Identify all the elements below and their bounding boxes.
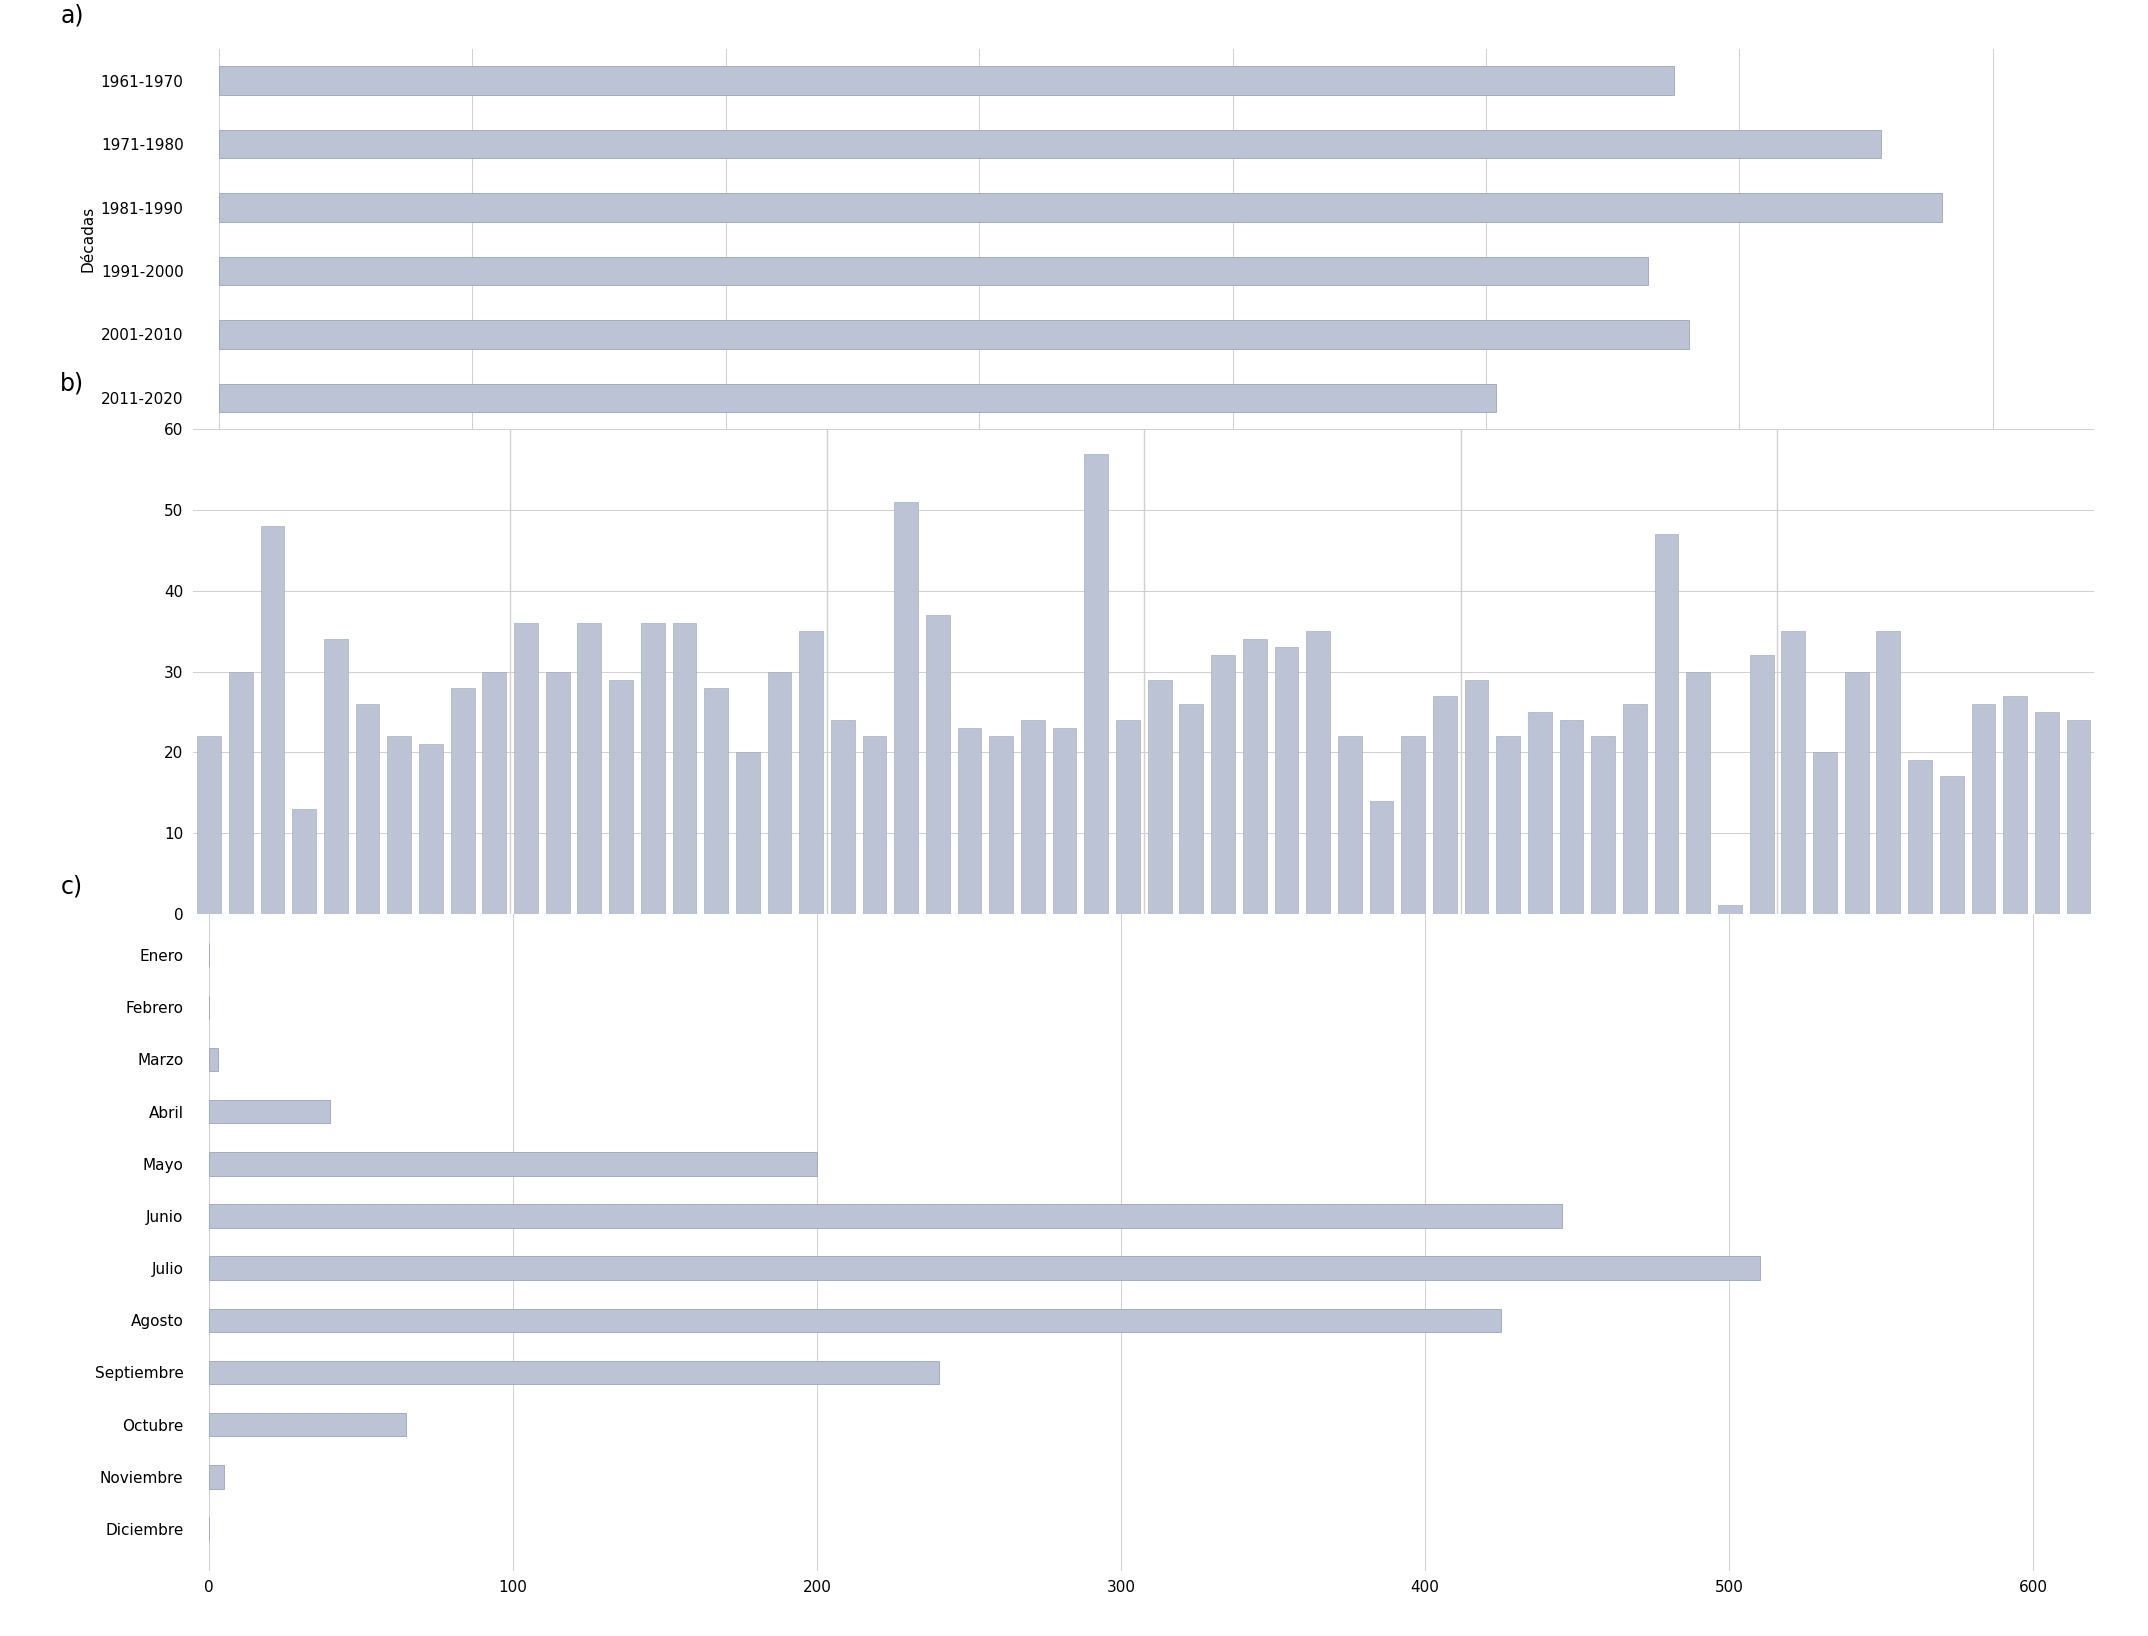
Text: 1961-1970: 1961-1970: [309, 995, 393, 1009]
Bar: [1020, 720, 1044, 913]
Bar: [767, 671, 790, 913]
Bar: [990, 736, 1014, 913]
Text: 1981-1990: 1981-1990: [943, 995, 1027, 1009]
Bar: [2034, 712, 2058, 913]
Bar: [1400, 736, 1424, 913]
Bar: [208, 1256, 1759, 1279]
Bar: [208, 1361, 939, 1384]
Bar: [958, 728, 982, 913]
Bar: [1718, 905, 1742, 913]
Text: 2001-2010: 2001-2010: [1579, 995, 1660, 1009]
Text: b): b): [60, 371, 84, 396]
Bar: [578, 623, 601, 913]
Bar: [219, 129, 1882, 159]
Bar: [546, 671, 569, 913]
Bar: [1592, 736, 1615, 913]
Bar: [1751, 656, 1774, 913]
Bar: [198, 736, 221, 913]
Bar: [208, 1414, 406, 1436]
Bar: [219, 193, 1942, 222]
Y-axis label: Décadas: Décadas: [79, 206, 95, 272]
Text: 2011-2020: 2011-2020: [1895, 995, 1976, 1009]
Bar: [292, 808, 316, 913]
Bar: [1654, 535, 1678, 913]
Bar: [1497, 736, 1521, 913]
Bar: [1877, 631, 1901, 913]
Bar: [483, 671, 507, 913]
Bar: [324, 640, 348, 913]
Bar: [1274, 648, 1297, 913]
Bar: [208, 1047, 217, 1072]
Bar: [219, 257, 1648, 285]
Bar: [2004, 695, 2028, 913]
Bar: [230, 671, 253, 913]
Bar: [1085, 453, 1108, 913]
Bar: [1433, 695, 1456, 913]
Bar: [387, 736, 410, 913]
Bar: [672, 623, 696, 913]
Bar: [513, 623, 537, 913]
Bar: [1053, 728, 1076, 913]
Bar: [208, 1309, 1501, 1332]
Bar: [2066, 720, 2090, 913]
Bar: [1338, 736, 1362, 913]
Bar: [1465, 679, 1489, 913]
Bar: [208, 1466, 223, 1489]
Bar: [799, 631, 823, 913]
Bar: [1972, 703, 1995, 913]
Bar: [1527, 712, 1551, 913]
Bar: [1559, 720, 1583, 913]
Bar: [863, 736, 887, 913]
Bar: [357, 703, 380, 913]
Bar: [705, 687, 728, 913]
Bar: [1686, 671, 1710, 913]
Bar: [219, 321, 1688, 348]
Bar: [1845, 671, 1869, 913]
Bar: [1370, 800, 1394, 913]
Bar: [831, 720, 855, 913]
Bar: [1306, 631, 1330, 913]
Bar: [1179, 703, 1203, 913]
Bar: [219, 383, 1497, 412]
Bar: [419, 744, 442, 913]
Bar: [640, 623, 664, 913]
Text: a): a): [60, 3, 84, 28]
Bar: [260, 527, 284, 913]
Bar: [208, 1152, 816, 1176]
Bar: [737, 753, 760, 913]
Bar: [1244, 640, 1267, 913]
Bar: [1147, 679, 1171, 913]
Text: 1991-2000: 1991-2000: [1261, 995, 1345, 1009]
Bar: [451, 687, 475, 913]
Bar: [1907, 761, 1931, 913]
Bar: [1117, 720, 1141, 913]
Bar: [1624, 703, 1648, 913]
Bar: [894, 502, 917, 913]
Bar: [926, 615, 949, 913]
Bar: [1940, 777, 1963, 913]
Bar: [219, 67, 1673, 95]
Bar: [1781, 631, 1804, 913]
Bar: [1813, 753, 1837, 913]
Bar: [610, 679, 634, 913]
Text: 1971-1980: 1971-1980: [627, 995, 711, 1009]
Bar: [1211, 656, 1235, 913]
Bar: [208, 1099, 331, 1124]
Bar: [208, 1204, 1562, 1227]
Text: c): c): [60, 874, 82, 898]
